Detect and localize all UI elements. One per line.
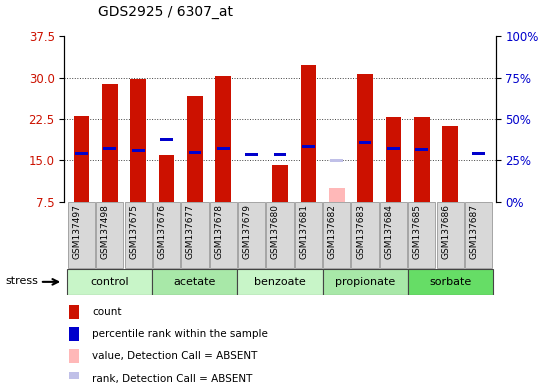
Text: GSM137498: GSM137498 — [101, 204, 110, 259]
Text: control: control — [91, 277, 129, 287]
FancyBboxPatch shape — [238, 202, 265, 268]
Text: GSM137682: GSM137682 — [328, 204, 337, 259]
Text: acetate: acetate — [174, 277, 216, 287]
Bar — [272, 165, 288, 202]
Bar — [416, 148, 428, 151]
FancyBboxPatch shape — [124, 202, 152, 268]
FancyBboxPatch shape — [380, 202, 407, 268]
Text: value, Detection Call = ABSENT: value, Detection Call = ABSENT — [92, 351, 258, 361]
Bar — [130, 79, 146, 202]
FancyBboxPatch shape — [352, 202, 379, 268]
FancyBboxPatch shape — [408, 202, 436, 268]
FancyBboxPatch shape — [96, 202, 123, 268]
Bar — [386, 117, 402, 202]
Bar — [329, 188, 344, 202]
Bar — [245, 153, 258, 156]
Text: GSM137678: GSM137678 — [214, 204, 223, 259]
Text: count: count — [92, 307, 122, 317]
Bar — [472, 152, 485, 155]
Bar — [102, 84, 118, 202]
Text: GDS2925 / 6307_at: GDS2925 / 6307_at — [98, 5, 233, 19]
Text: GSM137687: GSM137687 — [470, 204, 479, 259]
Bar — [387, 147, 400, 150]
Text: GSM137677: GSM137677 — [186, 204, 195, 259]
Text: GSM137683: GSM137683 — [356, 204, 365, 259]
Bar — [330, 159, 343, 162]
Bar — [357, 74, 373, 202]
Text: sorbate: sorbate — [429, 277, 472, 287]
Bar — [158, 156, 174, 202]
Text: GSM137676: GSM137676 — [157, 204, 166, 259]
FancyBboxPatch shape — [181, 202, 208, 268]
FancyBboxPatch shape — [437, 202, 464, 268]
FancyBboxPatch shape — [408, 269, 493, 295]
Text: GSM137675: GSM137675 — [129, 204, 138, 259]
FancyBboxPatch shape — [465, 202, 492, 268]
Text: GSM137497: GSM137497 — [72, 204, 81, 259]
Text: stress: stress — [5, 276, 38, 286]
Bar — [187, 96, 203, 202]
Bar — [104, 147, 116, 150]
FancyBboxPatch shape — [153, 202, 180, 268]
Bar — [359, 141, 371, 144]
FancyBboxPatch shape — [68, 202, 95, 268]
Bar — [216, 76, 231, 202]
Text: GSM137681: GSM137681 — [300, 204, 309, 259]
Text: GSM137680: GSM137680 — [271, 204, 280, 259]
Bar — [75, 152, 88, 155]
FancyBboxPatch shape — [323, 269, 408, 295]
FancyBboxPatch shape — [152, 269, 237, 295]
Text: GSM137679: GSM137679 — [242, 204, 251, 259]
Bar — [132, 149, 144, 152]
Text: GSM137684: GSM137684 — [385, 204, 394, 259]
Bar — [330, 159, 343, 162]
Text: benzoate: benzoate — [254, 277, 306, 287]
Bar — [69, 327, 80, 341]
Bar — [69, 349, 80, 363]
Bar — [302, 145, 315, 148]
Text: propionate: propionate — [335, 277, 395, 287]
Bar — [274, 153, 286, 156]
Bar — [73, 116, 89, 202]
Text: percentile rank within the sample: percentile rank within the sample — [92, 329, 268, 339]
Bar — [217, 147, 230, 150]
FancyBboxPatch shape — [323, 202, 351, 268]
FancyBboxPatch shape — [209, 202, 237, 268]
Text: rank, Detection Call = ABSENT: rank, Detection Call = ABSENT — [92, 374, 253, 384]
Text: GSM137686: GSM137686 — [441, 204, 450, 259]
Bar — [414, 118, 430, 202]
Bar — [442, 126, 458, 202]
Bar — [301, 65, 316, 202]
FancyBboxPatch shape — [237, 269, 323, 295]
Bar — [189, 151, 201, 154]
Text: GSM137685: GSM137685 — [413, 204, 422, 259]
Bar — [160, 139, 173, 141]
FancyBboxPatch shape — [67, 269, 152, 295]
Bar — [69, 305, 80, 319]
Bar — [69, 372, 80, 384]
FancyBboxPatch shape — [267, 202, 293, 268]
FancyBboxPatch shape — [295, 202, 322, 268]
